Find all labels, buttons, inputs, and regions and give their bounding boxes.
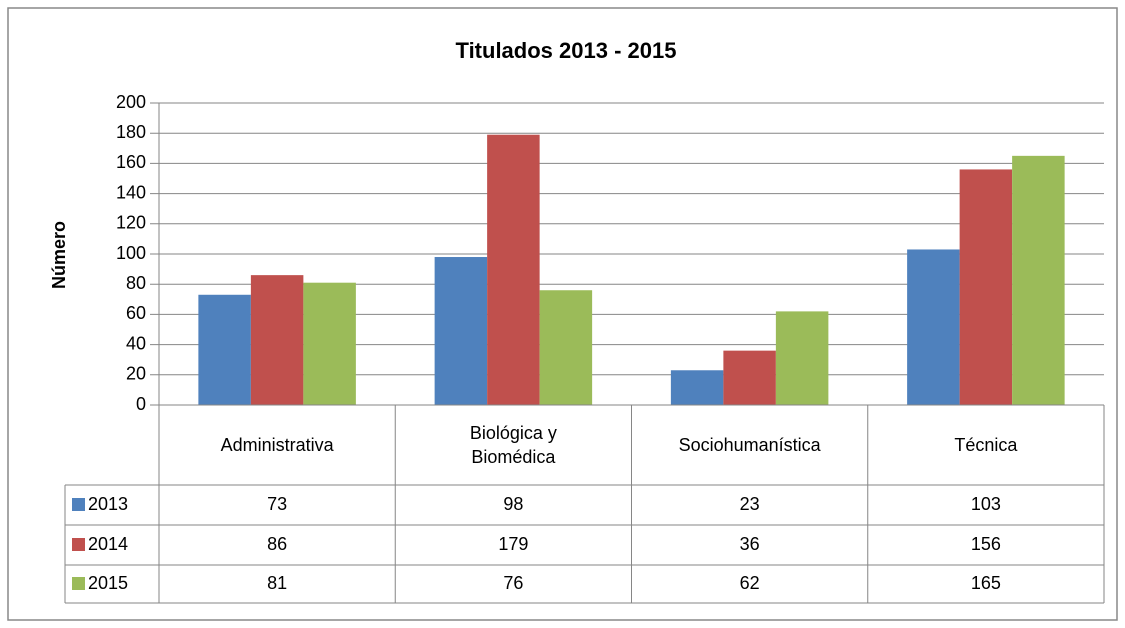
y-tick-label: 140 (116, 182, 146, 202)
y-tick-label: 0 (136, 394, 146, 414)
table-value: 76 (503, 573, 523, 593)
table-value: 23 (740, 494, 760, 514)
legend-label: 2015 (88, 573, 128, 593)
table-value: 179 (498, 534, 528, 554)
table-value: 98 (503, 494, 523, 514)
category-text: Administrativa (220, 435, 334, 455)
legend-key (72, 577, 85, 590)
table-value: 73 (267, 494, 287, 514)
x-tick-label: Biológica y Biomédica (395, 405, 631, 485)
bar (723, 350, 776, 405)
category-text: Sociohumanística (678, 435, 821, 455)
y-tick-label: 160 (116, 152, 146, 172)
bar (434, 257, 488, 405)
y-tick-label: 200 (116, 92, 146, 112)
x-tick-label: Sociohumanística (632, 405, 868, 485)
chart-title: Titulados 2013 - 2015 (456, 38, 677, 63)
y-tick-label: 120 (116, 213, 146, 233)
table-value: 36 (740, 534, 760, 554)
bar (198, 294, 251, 405)
bar (907, 249, 960, 405)
category-text: Biológica y Biomédica (469, 423, 557, 467)
y-tick-label: 180 (116, 122, 146, 142)
legend-label: 2013 (88, 494, 128, 514)
table-value: 165 (971, 573, 1001, 593)
legend-label: 2014 (88, 534, 128, 554)
bar (487, 134, 540, 405)
table-value: 62 (740, 573, 760, 593)
x-tick-label: Técnica (868, 405, 1104, 485)
legend-key (72, 538, 85, 551)
bar (959, 169, 1013, 405)
bar (775, 311, 829, 405)
legend-key (72, 498, 85, 511)
x-tick-label: Administrativa (159, 405, 395, 485)
y-tick-label: 60 (126, 303, 146, 323)
bar (670, 370, 724, 405)
y-tick-label: 20 (126, 364, 146, 384)
y-axis-label: Número (49, 221, 69, 289)
table-value: 103 (971, 494, 1001, 514)
bar (303, 282, 356, 405)
table-value: 156 (971, 534, 1001, 554)
y-tick-label: 80 (126, 273, 146, 293)
bar (1012, 155, 1065, 405)
table-value: 86 (267, 534, 287, 554)
y-tick-label: 40 (126, 333, 146, 353)
y-tick-label: 100 (116, 243, 146, 263)
category-text: Técnica (954, 435, 1018, 455)
bar (250, 275, 304, 405)
bar (539, 290, 593, 405)
table-value: 81 (267, 573, 287, 593)
